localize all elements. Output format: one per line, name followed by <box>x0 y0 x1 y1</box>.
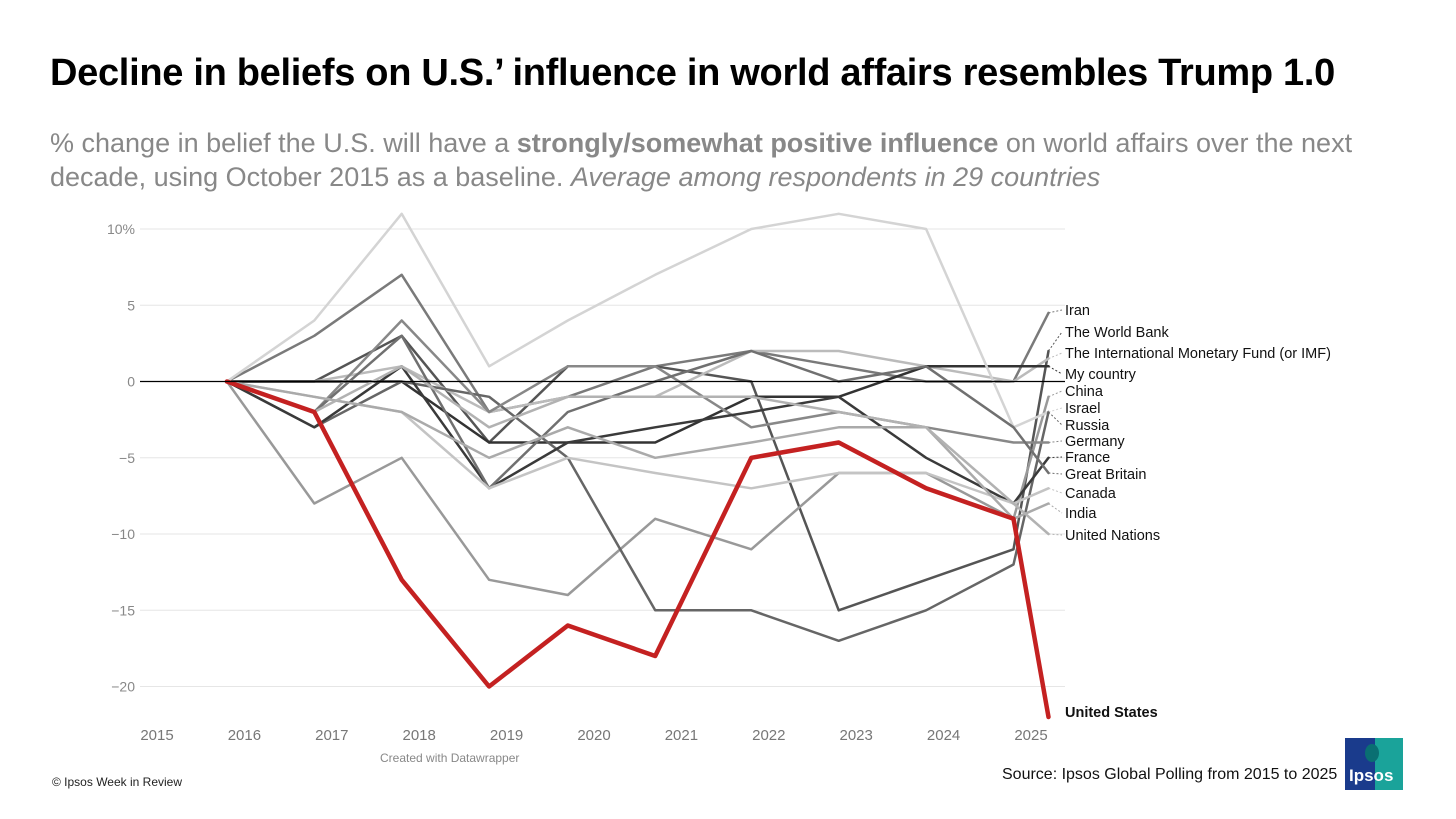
chart-subtitle: % change in belief the U.S. will have a … <box>50 126 1370 194</box>
x-tick-label: 2020 <box>577 727 610 744</box>
series-line-france <box>225 365 1050 505</box>
series-line-israel <box>225 212 1050 429</box>
label-leader <box>1048 503 1063 514</box>
series-line-iran <box>225 273 1050 414</box>
logo-text: Ipsos <box>1349 766 1394 785</box>
line-chart: 10% 5 0 −5 −10 −15 −20 2015 2016 2017 2018 2019 202… <box>107 212 1331 744</box>
y-tick-label: 0 <box>127 374 135 390</box>
series-label-my-country: My country <box>1065 367 1137 383</box>
series-label-great-britain: Great Britain <box>1065 467 1146 483</box>
chart-title: Decline in beliefs on U.S.’ influence in… <box>50 52 1335 94</box>
series-label-iran: Iran <box>1065 303 1090 319</box>
series-lines <box>224 212 1051 720</box>
series-label-germany: Germany <box>1065 434 1125 450</box>
x-tick-label: 2018 <box>403 727 436 744</box>
label-leader <box>1048 331 1063 352</box>
subtitle-text: % change in belief the U.S. will have a <box>50 128 517 158</box>
subtitle-text-2: on world affairs over the next decade, u… <box>50 128 1353 192</box>
x-tick-label: 2019 <box>490 727 523 744</box>
series-label-france: France <box>1065 450 1110 466</box>
label-leader <box>1048 487 1063 494</box>
grid <box>140 228 1065 687</box>
y-tick-label: 5 <box>127 297 135 313</box>
x-tick-label: 2022 <box>752 727 785 744</box>
y-tick-label: −20 <box>111 679 135 695</box>
x-axis: 2015 2016 2017 2018 2019 2020 2021 2022 2023 2024… <box>140 727 1047 744</box>
logo-teal-block <box>1375 738 1403 790</box>
series-label-the-international-monetary-fund-or-imf-: The International Monetary Fund (or IMF) <box>1065 346 1331 362</box>
label-leader <box>1048 472 1063 475</box>
y-tick-label: 10% <box>107 221 135 237</box>
series-line-china <box>225 380 1050 597</box>
x-tick-label: 2024 <box>927 727 960 744</box>
series-label-russia: Russia <box>1065 418 1110 434</box>
logo-head-icon <box>1365 744 1379 762</box>
x-tick-label: 2021 <box>665 727 698 744</box>
x-tick-label: 2025 <box>1014 727 1047 744</box>
subtitle-note: Average among respondents in 29 countrie… <box>570 162 1101 192</box>
source-note: Source: Ipsos Global Polling from 2015 t… <box>1002 766 1338 783</box>
series-label-united-nations: United Nations <box>1065 528 1160 544</box>
label-leader <box>1048 440 1063 443</box>
subtitle-emphasis: strongly/somewhat positive influence <box>516 128 999 158</box>
series-line-great-britain <box>225 334 1050 490</box>
series-line-united-states <box>224 379 1051 720</box>
series-label-israel: Israel <box>1065 401 1100 417</box>
label-leader <box>1048 309 1063 314</box>
series-label-united-states: United States <box>1065 705 1158 721</box>
series-label-the-world-bank: The World Bank <box>1065 325 1169 341</box>
y-tick-label: −15 <box>111 602 135 618</box>
datawrapper-credit[interactable]: Created with Datawrapper <box>380 751 520 765</box>
series-line-russia <box>225 380 1050 643</box>
label-leader <box>1048 407 1063 413</box>
label-leader <box>1048 365 1063 375</box>
label-leader <box>1048 390 1063 398</box>
series-line-germany <box>225 319 1050 444</box>
series-line-united-nations <box>225 365 1050 536</box>
label-leader <box>1048 352 1063 360</box>
y-tick-label: −5 <box>119 450 135 466</box>
y-axis: 10% 5 0 −5 −10 −15 −20 <box>107 221 135 695</box>
ipsos-logo: Ipsos <box>1345 738 1403 790</box>
x-tick-label: 2015 <box>140 727 173 744</box>
x-tick-label: 2016 <box>228 727 261 744</box>
x-tick-label: 2023 <box>840 727 873 744</box>
series-labels: Iran The World Bank The International Mone… <box>1048 303 1331 721</box>
copyright-note: © Ipsos Week in Review <box>52 775 183 789</box>
x-tick-label: 2017 <box>315 727 348 744</box>
series-line-india <box>225 380 1050 521</box>
y-tick-label: −10 <box>111 526 135 542</box>
series-label-canada: Canada <box>1065 486 1117 502</box>
series-label-china: China <box>1065 384 1104 400</box>
label-leader <box>1048 411 1063 426</box>
series-label-india: India <box>1065 506 1097 522</box>
